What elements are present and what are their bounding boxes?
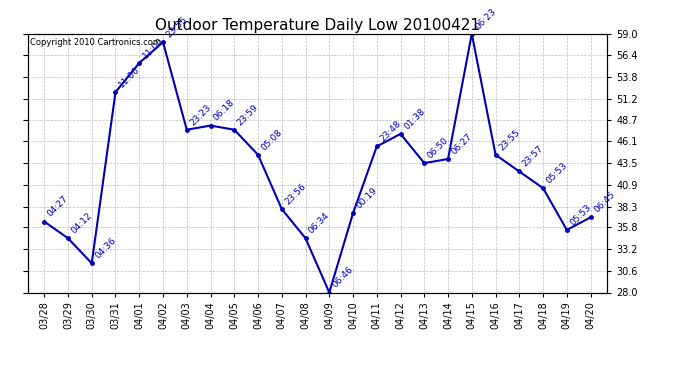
Text: 11:00: 11:00 bbox=[141, 36, 166, 60]
Text: 04:36: 04:36 bbox=[93, 236, 118, 261]
Text: 01:38: 01:38 bbox=[402, 106, 426, 131]
Text: 04:27: 04:27 bbox=[46, 194, 70, 219]
Text: Copyright 2010 Cartronics.com: Copyright 2010 Cartronics.com bbox=[30, 38, 161, 46]
Text: 04:12: 04:12 bbox=[70, 211, 94, 236]
Title: Outdoor Temperature Daily Low 20100421: Outdoor Temperature Daily Low 20100421 bbox=[155, 18, 480, 33]
Text: 00:19: 00:19 bbox=[355, 186, 379, 210]
Text: 06:34: 06:34 bbox=[307, 211, 331, 236]
Text: 06:18: 06:18 bbox=[212, 98, 237, 123]
Text: 23:48: 23:48 bbox=[378, 119, 403, 144]
Text: 23:56: 23:56 bbox=[283, 182, 308, 206]
Text: 06:46: 06:46 bbox=[331, 265, 355, 290]
Text: 23:57: 23:57 bbox=[521, 144, 545, 169]
Text: 05:08: 05:08 bbox=[259, 128, 284, 152]
Text: 11:00: 11:00 bbox=[117, 65, 141, 89]
Text: 23:23: 23:23 bbox=[188, 102, 213, 127]
Text: 23:55: 23:55 bbox=[497, 128, 522, 152]
Text: 06:45: 06:45 bbox=[592, 190, 617, 214]
Text: 23:59: 23:59 bbox=[236, 102, 260, 127]
Text: 06:23: 06:23 bbox=[473, 6, 497, 31]
Text: 05:53: 05:53 bbox=[544, 161, 569, 185]
Text: 05:53: 05:53 bbox=[568, 202, 593, 227]
Text: 06:50: 06:50 bbox=[426, 136, 451, 160]
Text: 06:27: 06:27 bbox=[449, 132, 474, 156]
Text: 23:55: 23:55 bbox=[164, 15, 189, 39]
